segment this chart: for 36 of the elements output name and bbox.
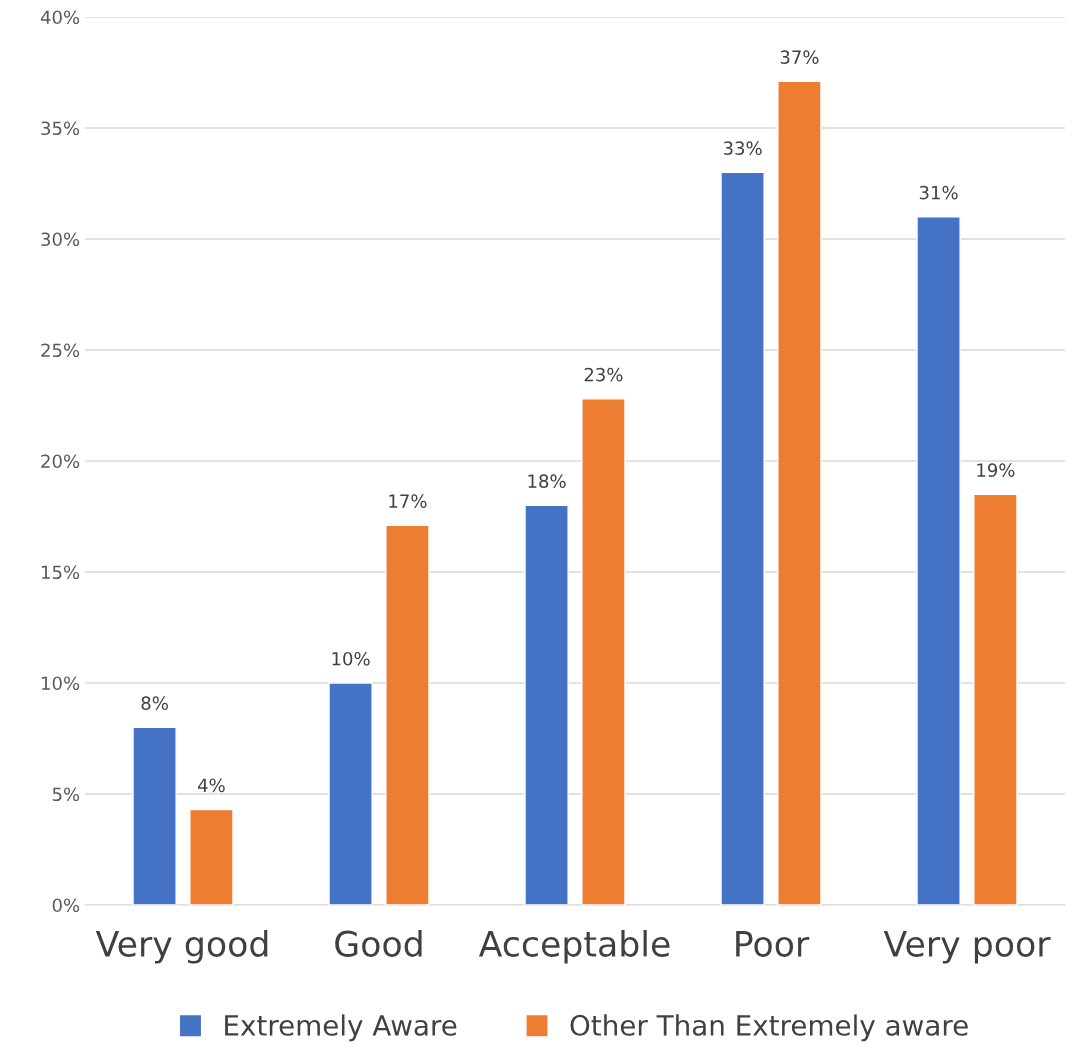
bar	[581, 398, 626, 905]
data-label: 37%	[780, 50, 819, 64]
x-tick-label: Poor	[736, 931, 810, 957]
data-label: 10%	[332, 651, 370, 666]
bar	[973, 493, 1018, 905]
bar	[916, 216, 961, 905]
bar	[189, 808, 234, 905]
y-tick-label: 35%	[41, 121, 80, 136]
legend-label: Other Than Extremely aware	[570, 1014, 968, 1042]
data-label: 19%	[977, 463, 1015, 477]
y-tick-label: 30%	[41, 232, 80, 247]
bar	[720, 171, 765, 905]
y-tick-label: 40%	[40, 10, 80, 25]
data-label: 8%	[141, 696, 168, 711]
bar	[385, 524, 430, 905]
data-label: 18%	[528, 474, 566, 489]
x-tick-label: Good	[335, 930, 422, 957]
x-tick-label: Very poor	[883, 931, 1051, 964]
data-label: 23%	[584, 367, 623, 382]
x-tick-label: Acceptable	[478, 930, 670, 964]
data-label: 33%	[723, 141, 762, 156]
data-label: 31%	[919, 185, 958, 200]
bar	[328, 682, 373, 905]
bar	[777, 80, 822, 905]
y-tick-label: 5%	[52, 787, 80, 802]
legend-label: Extremely Aware	[225, 1014, 457, 1042]
y-tick-label: 0%	[52, 898, 80, 913]
y-tick-label: 15%	[41, 565, 80, 580]
y-tick-label: 10%	[41, 676, 80, 691]
bar	[524, 504, 569, 905]
bar	[132, 726, 177, 905]
y-tick-label: 25%	[41, 343, 80, 358]
data-label: 17%	[389, 494, 427, 508]
data-label: 4%	[197, 778, 225, 793]
x-tick-label: Very good	[95, 930, 268, 964]
y-tick-label: 20%	[41, 454, 80, 469]
